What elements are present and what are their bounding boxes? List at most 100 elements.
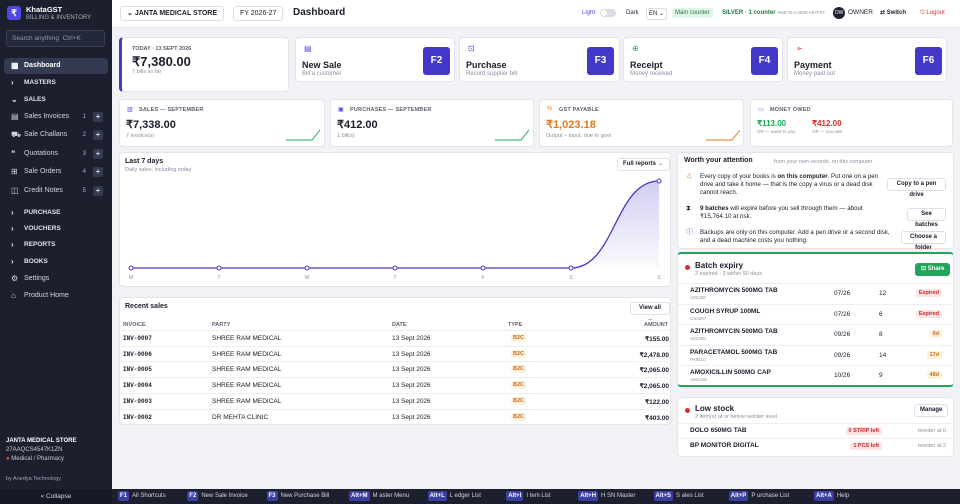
table-row[interactable]: INV-0005 SHREE RAM MEDICAL 13 Sept 2026 B2C… <box>120 361 673 377</box>
choose-folder-button[interactable]: Choose a folder <box>901 231 946 251</box>
quick-action-new-sale[interactable]: ▤ New Sale Bill a customer F2 <box>295 37 455 82</box>
x-tick-label: S <box>657 275 661 281</box>
sidebar-item-credit-notes[interactable]: ◫ Credit Notes 5 + <box>4 183 108 199</box>
shortcut-alt-m[interactable]: Alt+M M aster Menu <box>349 489 409 504</box>
x-tick-label: S <box>569 275 573 281</box>
receipt-icon: ⊕ <box>632 44 639 53</box>
add-icon[interactable]: + <box>93 186 103 196</box>
sidebar-group-sales[interactable]: ⌄ SALES <box>4 92 108 108</box>
x-tick-label: T <box>393 275 396 281</box>
quick-action-receipt[interactable]: ⊕ Receipt Money received F4 <box>623 37 783 82</box>
add-icon[interactable]: + <box>93 112 103 122</box>
table-row[interactable]: INV-0004 SHREE RAM MEDICAL 13 Sept 2026 B2C… <box>120 377 673 393</box>
chart-point[interactable] <box>656 178 662 184</box>
batch-expiry-date: 09/26 <box>834 351 851 359</box>
sidebar-item-settings[interactable]: ⚙ Settings <box>4 271 108 287</box>
full-reports-button[interactable]: Full reports → <box>617 158 670 171</box>
chart-point[interactable] <box>568 265 574 271</box>
table-row[interactable]: INV-0007 SHREE RAM MEDICAL 13 Sept 2026 B2C… <box>120 330 673 346</box>
sidebar-item-sales-invoices[interactable]: ▤ Sales Invoices 1 + <box>4 109 108 125</box>
shortcut-f2[interactable]: F2 New Sale Invoice <box>187 489 248 504</box>
table-row[interactable]: INV-0006 SHREE RAM MEDICAL 13 Sept 2026 B2C… <box>120 345 673 362</box>
language-selector[interactable]: EN ⌄ <box>646 8 668 20</box>
shortcut-alt-s[interactable]: Alt+S S ales List <box>653 489 704 504</box>
theme-toggle[interactable] <box>600 9 616 17</box>
table-row[interactable]: INV-0003 SHREE RAM MEDICAL 13 Sept 2026 B2C… <box>120 392 673 409</box>
share-button[interactable]: ⊡ Share <box>915 263 951 276</box>
view-all-button[interactable]: View all → <box>630 302 670 322</box>
sidebar-item-dashboard[interactable]: ▦ Dashboard <box>4 58 108 74</box>
col-party: PARTY <box>212 322 231 328</box>
sidebar-group-vouchers[interactable]: › VOUCHERS <box>4 221 108 237</box>
low-stock-row[interactable]: BP MONITOR DIGITAL 1 PCS left reorder at 2 <box>678 438 956 453</box>
add-icon[interactable]: + <box>93 130 103 140</box>
shortcut-alt-a[interactable]: Alt+A Help <box>814 489 849 504</box>
chart-subtitle: Daily sales, including today <box>125 167 192 173</box>
chart-point[interactable] <box>216 265 222 271</box>
invoice-date: 13 Sept 2026 <box>392 335 431 342</box>
batch-row[interactable]: PARACETAMOL 500MG TAB PA9410 09/26 14 17d <box>678 344 956 364</box>
batch-row[interactable]: AZITHROMYCIN 500MG TAB AZ2300 09/26 8 0d <box>678 324 956 343</box>
chevron-right-icon: › <box>11 240 14 249</box>
low-stock-card: Low stock 2 item(s) at or below reorder … <box>677 397 956 457</box>
batch-item-name: AZITHROMYCIN 500MG TAB <box>690 328 778 335</box>
search-input[interactable]: Search anything Ctrl+K <box>6 30 105 47</box>
shortcut-alt-i[interactable]: Alt+I I tem List <box>506 489 551 504</box>
quick-action-purchase[interactable]: ⊡ Purchase Record supplier bill F3 <box>459 37 620 82</box>
theme-light[interactable]: Light <box>582 10 596 16</box>
sidebar-group-purchase[interactable]: › PURCHASE <box>4 205 108 221</box>
shortcut-key: F2 <box>423 47 450 75</box>
shortcut-f1[interactable]: F1 All Shortcuts <box>118 489 166 504</box>
shortcut-f3[interactable]: F3 New Purchase Bill <box>266 489 329 504</box>
add-icon[interactable]: + <box>93 149 103 159</box>
theme-dark[interactable]: Dark <box>626 10 639 16</box>
batch-expiry-date: 09/26 <box>834 331 851 338</box>
avatar[interactable]: OW <box>833 7 845 19</box>
chart-point[interactable] <box>128 265 134 271</box>
collapse-button[interactable]: « Collapse <box>0 489 112 504</box>
col-amount: AMOUNT <box>644 322 669 328</box>
quick-action-payment[interactable]: ➢ Payment Money paid out F6 <box>787 37 947 82</box>
copy-pen-drive-button[interactable]: Copy to a pen drive <box>887 178 946 198</box>
party-name: SHREE RAM MEDICAL <box>212 350 282 358</box>
sidebar-item-quotations[interactable]: ❝ Quotations 3 + <box>4 146 108 162</box>
add-icon[interactable]: + <box>93 167 103 177</box>
chart-point[interactable] <box>480 265 486 271</box>
fy-selector[interactable]: FY 2026-27 <box>233 6 284 21</box>
share-icon: ⊡ <box>921 266 927 272</box>
batch-row[interactable]: COUGH SYRUP 100ML CS2207 07/26 6 Expired <box>678 303 956 323</box>
batch-row[interactable]: AZITHROMYCIN 500MG TAB AZ2200 07/26 12 Expir… <box>678 283 956 302</box>
logout-button[interactable]: ⎋ Logout <box>920 10 945 16</box>
table-row[interactable]: INV-0002 DR MEHTA CLINIC 13 Sept 2026 B2C ₹4… <box>120 408 673 425</box>
chart-point[interactable] <box>392 265 398 271</box>
file-icon: ▤ <box>11 112 19 121</box>
low-stock-row[interactable]: DOLO 650MG TAB 0 STRIP left reorder at 0 <box>678 423 956 438</box>
shortcut-alt-h[interactable]: Alt+H H SN Master <box>578 489 635 504</box>
recent-sales-card: Recent sales View all → INVOICE PARTY DA… <box>119 297 673 425</box>
shortcut-alt-p[interactable]: Alt+P P urchase List <box>728 489 789 504</box>
batch-qty: 12 <box>879 290 887 297</box>
sidebar-group-books[interactable]: › BOOKS <box>4 254 108 270</box>
batch-row[interactable]: AMOXICILLIN 500MG CAP AM1418 10/26 9 48d <box>678 365 956 384</box>
chart-card: Last 7 days Daily sales, including today… <box>119 152 671 287</box>
brand: KhataGST BILLING & INVENTORY <box>26 6 91 22</box>
batch-expiry-date: 07/26 <box>834 290 851 297</box>
switch-button[interactable]: ⇄ Switch <box>880 10 907 16</box>
chart-point[interactable] <box>304 265 310 271</box>
warning-icon: ⚠ <box>686 173 693 180</box>
send-icon: ➢ <box>796 44 803 53</box>
shortcut-key: F1 <box>118 491 130 501</box>
sidebar-item-sale-orders[interactable]: ⊞ Sale Orders 4 + <box>4 164 108 180</box>
batch-expiry-date: 10/26 <box>834 372 851 379</box>
batch-expiry-title: Batch expiry <box>695 261 744 270</box>
see-batches-button[interactable]: See batches <box>907 208 946 228</box>
store-selector[interactable]: ⌄ JANTA MEDICAL STORE <box>120 6 225 21</box>
sidebar-item-sale-challans[interactable]: ⛟ Sale Challans 2 + <box>4 127 108 143</box>
manage-button[interactable]: Manage <box>914 404 949 417</box>
sidebar-item-product-home[interactable]: ⌂ Product Home <box>4 288 108 304</box>
batch-qty: 9 <box>879 372 883 379</box>
batch-item-name: AZITHROMYCIN 500MG TAB <box>690 287 778 294</box>
sidebar-group-masters[interactable]: › MASTERS <box>4 75 108 91</box>
shortcut-alt-l[interactable]: Alt+L L edger List <box>427 489 481 504</box>
sidebar-group-reports[interactable]: › REPORTS <box>4 237 108 253</box>
